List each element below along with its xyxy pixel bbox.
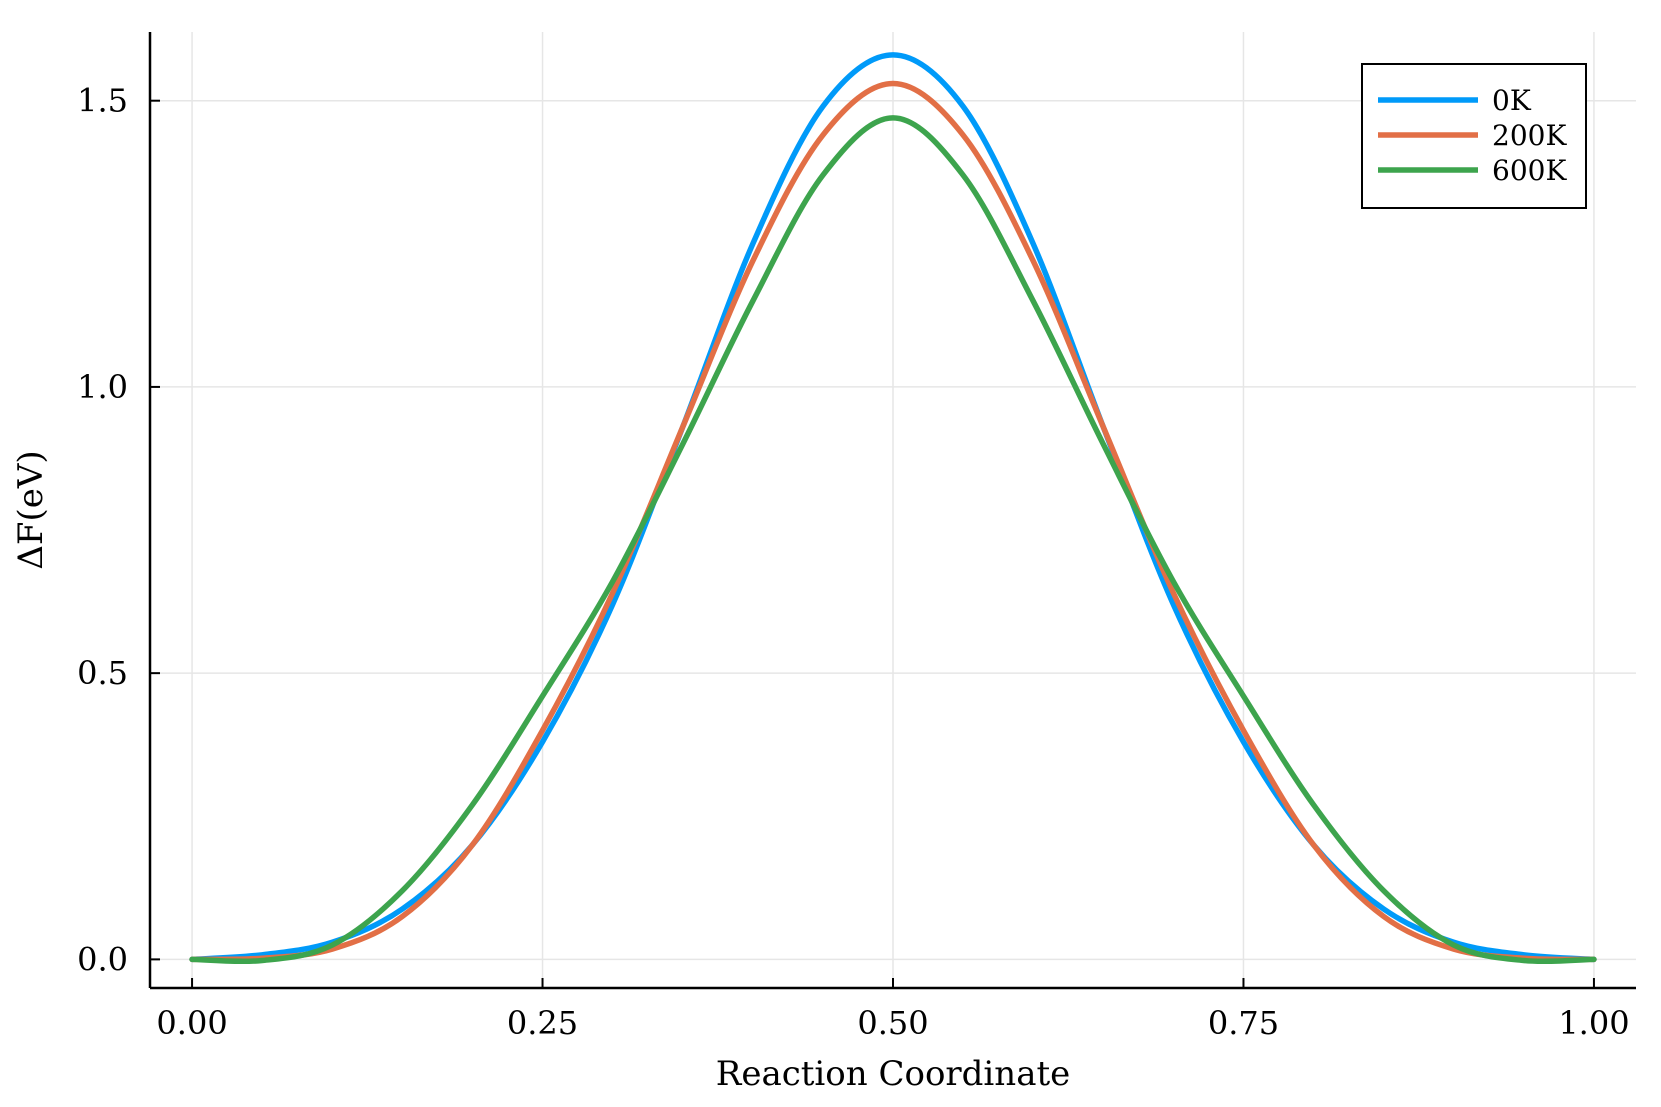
x-tick-label: 0.75: [1208, 1004, 1279, 1042]
x-tick-label: 1.00: [1558, 1004, 1629, 1042]
legend-label: 600K: [1492, 154, 1567, 187]
x-axis-title: Reaction Coordinate: [716, 1054, 1071, 1094]
y-axis-title: ΔF(eV): [11, 450, 51, 569]
y-tick-label: 1.5: [77, 82, 128, 120]
series-layer: [189, 52, 1597, 965]
legend-label: 0K: [1492, 84, 1532, 117]
y-tick-label: 0.0: [77, 940, 128, 978]
y-tick-label: 1.0: [77, 368, 128, 406]
legend-label: 200K: [1492, 119, 1567, 152]
ticks: 0.00 0.25 0.50 0.75 1.00 0.0 0.5 1.0 1.5: [77, 82, 1629, 1042]
series-line-200k: [189, 80, 1597, 963]
x-tick-label: 0.00: [156, 1004, 227, 1042]
series-line-600k: [189, 115, 1597, 965]
x-tick-label: 0.25: [507, 1004, 578, 1042]
x-tick-label: 0.50: [857, 1004, 928, 1042]
y-tick-label: 0.5: [77, 654, 128, 692]
